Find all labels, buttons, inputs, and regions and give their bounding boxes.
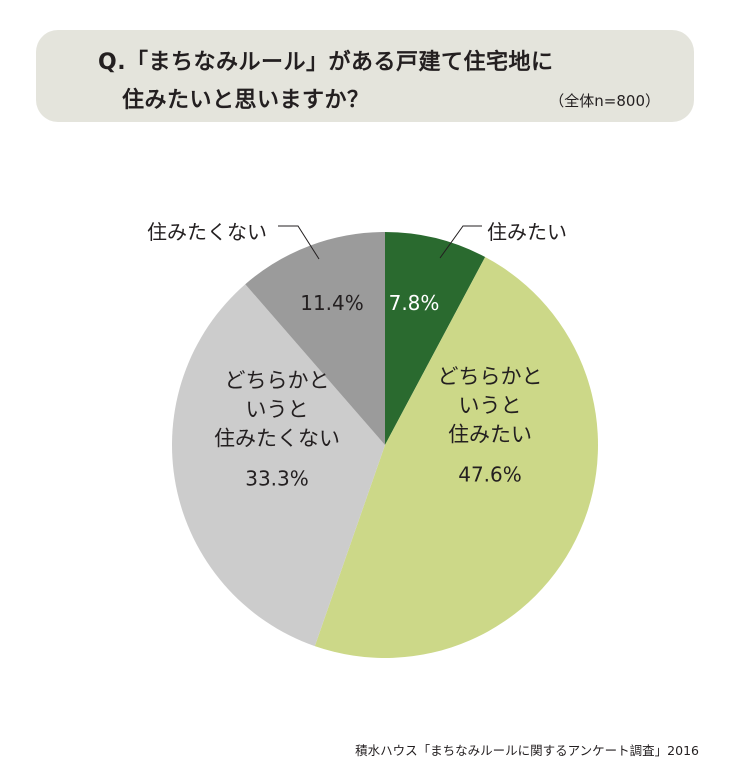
sample-size-note: （全体n=800） bbox=[549, 92, 660, 110]
question-box: Q.「まちなみルール」がある戸建て住宅地に 住みたいと思いますか？ （全体n=8… bbox=[36, 30, 694, 122]
question-title-line2: 住みたいと思いますか？ bbox=[122, 88, 370, 113]
slice-label-2-line-2: 住みたくない bbox=[214, 427, 340, 451]
leader-line-3 bbox=[278, 225, 320, 260]
slice-value-label-3: 11.4% bbox=[300, 291, 364, 315]
slice-label-1-line-0: どちらかと bbox=[438, 365, 543, 389]
slice-value-label-1: 47.6% bbox=[458, 463, 522, 487]
question-title-line1: Q.「まちなみルール」がある戸建て住宅地に bbox=[98, 50, 554, 75]
pie-slice-0 bbox=[385, 232, 486, 445]
slice-value-label-0: 7.8% bbox=[389, 291, 440, 315]
leader-line-0 bbox=[439, 225, 482, 259]
pie-slice-3 bbox=[245, 232, 385, 445]
pie-slice-2 bbox=[171, 284, 385, 647]
slice-value-label-2: 33.3% bbox=[245, 467, 309, 491]
slice-label-2-line-0: どちらかと bbox=[225, 369, 330, 393]
source-note: 積水ハウス「まちなみルールに関するアンケート調査」2016 bbox=[355, 743, 699, 758]
slice-label-1-line-1: いうと bbox=[459, 394, 522, 418]
slice-label-1-line-2: 住みたい bbox=[448, 423, 532, 447]
pie-slice-1 bbox=[314, 257, 599, 658]
slice-label-0: 住みたい bbox=[487, 220, 567, 244]
slice-label-2-line-1: いうと bbox=[246, 398, 309, 422]
slice-label-3: 住みたくない bbox=[147, 220, 267, 244]
